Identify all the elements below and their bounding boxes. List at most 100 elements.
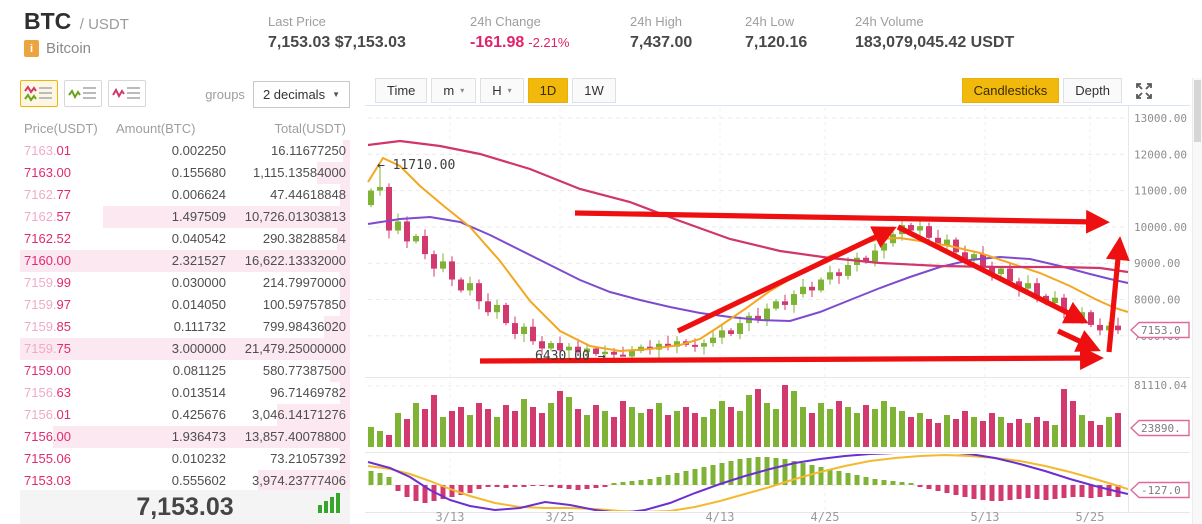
order-book-row[interactable]: 7162.52 0.040542 290.38288584 <box>20 228 350 250</box>
depth-bar <box>53 426 350 448</box>
market-depth-icon <box>318 493 342 518</box>
high-annotation: ← 11710.00 <box>377 158 455 173</box>
amount-cell: 0.006624 <box>171 187 226 202</box>
svg-text:9000.00: 9000.00 <box>1134 257 1180 270</box>
scrollbar-thumb[interactable] <box>1194 80 1201 142</box>
depth-bar <box>340 294 350 316</box>
decimals-dropdown[interactable]: 2 decimals ▼ <box>252 80 350 108</box>
chevron-down-icon: ▼ <box>332 89 340 99</box>
svg-text:-127.0: -127.0 <box>1141 484 1181 497</box>
timeframe-button-1d[interactable]: 1D <box>527 78 569 103</box>
order-book-row[interactable]: 7156.00 1.936473 13,857.40078800 <box>20 426 350 448</box>
amount-cell: 0.013514 <box>171 385 226 400</box>
depth-bar <box>102 206 350 228</box>
price-chart[interactable]: ← 11710.00 6430.00 → 13000.00 12000.00 11000… <box>365 106 1202 524</box>
price-cell: 7163.00 <box>24 165 71 180</box>
depth-bar <box>277 404 350 426</box>
total-cell: 16.11677250 <box>271 143 346 158</box>
price-cell: 7155.06 <box>24 451 71 466</box>
chart-view-buttons: Candlesticks Depth <box>961 78 1154 103</box>
order-book-row[interactable]: 7162.57 1.497509 10,726.01303813 <box>20 206 350 228</box>
view-button-book-buys[interactable] <box>64 80 102 108</box>
order-book-row[interactable]: 7159.99 0.030000 214.79970000 <box>20 272 350 294</box>
svg-text:4/25: 4/25 <box>811 510 840 524</box>
depth-bar <box>340 184 350 206</box>
chart-mode-depth[interactable]: Depth <box>1063 78 1122 103</box>
amount-cell: 0.010232 <box>171 451 226 466</box>
order-book-row[interactable]: 7159.75 3.000000 21,479.25000000 <box>20 338 350 360</box>
order-book-row[interactable]: 7156.63 0.013514 96.71469782 <box>20 382 350 404</box>
total-cell: 10,726.01303813 <box>244 209 346 224</box>
groups-label: groups <box>205 86 245 102</box>
svg-text:13000.00: 13000.00 <box>1134 112 1187 125</box>
view-button-book-sells[interactable] <box>108 80 146 108</box>
order-book-row[interactable]: 7162.77 0.006624 47.44618848 <box>20 184 350 206</box>
stat-label: 24h Low <box>745 14 795 29</box>
svg-text:81110.04: 81110.04 <box>1134 379 1187 392</box>
amount-cell: 0.555602 <box>171 473 226 488</box>
order-book-row[interactable]: 7163.00 0.155680 1,115.13584000 <box>20 162 350 184</box>
depth-bar <box>336 228 350 250</box>
timeframe-button-1w[interactable]: 1W <box>572 78 616 103</box>
stat-value: 7,437.00 <box>630 34 693 51</box>
price-cell: 7159.99 <box>24 275 72 290</box>
column-header: Amount(BTC) <box>116 120 196 136</box>
low-annotation: 6430.00 → <box>535 349 606 364</box>
total-cell: 3,046.14171276 <box>252 407 346 422</box>
stat-label: Last Price <box>268 14 326 29</box>
total-cell: 290.38288584 <box>262 231 346 246</box>
quote-symbol: / USDT <box>79 16 129 33</box>
book-view-buttons <box>20 80 152 108</box>
stat-24h-low: 24h Low 7,120.16 <box>745 14 807 52</box>
ma-purple-line <box>367 215 1129 323</box>
amount-cell: 1.936473 <box>171 429 226 444</box>
depth-bar <box>340 448 350 470</box>
order-book-row[interactable]: 7159.97 0.014050 100.59757850 <box>20 294 350 316</box>
order-book-row[interactable]: 7160.00 2.321527 16,622.13332000 <box>20 250 350 272</box>
fullscreen-icon[interactable] <box>1134 81 1154 101</box>
timeframe-button-m[interactable]: m ▾ <box>431 78 477 103</box>
depth-bar <box>340 272 350 294</box>
order-book-row[interactable]: 7155.06 0.010232 73.21057392 <box>20 448 350 470</box>
price-cell: 7160.00 <box>24 253 71 268</box>
order-book-row[interactable]: 7153.03 0.555602 3,974.23777406 <box>20 470 350 492</box>
svg-text:3/13: 3/13 <box>436 510 465 524</box>
order-book-row[interactable]: 7159.85 0.111732 799.98436020 <box>20 316 350 338</box>
scrollbar[interactable] <box>1192 78 1202 524</box>
price-cell: 7159.00 <box>24 363 71 378</box>
total-cell: 73.21057392 <box>270 451 346 466</box>
price-cell: 7163.01 <box>24 143 72 158</box>
chart-mode-candlesticks[interactable]: Candlesticks <box>961 78 1060 103</box>
amount-cell: 1.497509 <box>171 209 226 224</box>
depth-bar <box>20 250 350 272</box>
timeframe-button-h[interactable]: H ▾ <box>480 78 524 103</box>
order-book-row[interactable]: 7156.01 0.425676 3,046.14171276 <box>20 404 350 426</box>
total-cell: 3,974.23777406 <box>252 473 346 488</box>
total-cell: 100.59757850 <box>262 297 346 312</box>
svg-text:3/25: 3/25 <box>546 510 575 524</box>
last-price-value: 7,153.03 <box>136 492 234 521</box>
amount-cell: 3.000000 <box>171 341 226 356</box>
total-cell: 214.79970000 <box>262 275 346 290</box>
total-cell: 96.71469782 <box>270 385 346 400</box>
svg-text:8000.00: 8000.00 <box>1134 294 1180 307</box>
timeframe-button-time[interactable]: Time <box>375 78 428 103</box>
chart-toolbar: Time m ▾ H ▾ 1D 1W Candlesticks Depth <box>365 78 1190 106</box>
total-cell: 13,857.40078800 <box>244 429 346 444</box>
market-header: BTC / USDT i Bitcoin Last Price 7,153.03 … <box>0 0 1202 72</box>
order-book-header: Price(USDT) Amount(BTC) Total(USDT) <box>20 116 350 140</box>
price-cell: 7162.52 <box>24 231 71 246</box>
view-button-book-both[interactable] <box>20 80 58 108</box>
stat-24h-high: 24h High 7,437.00 <box>630 14 692 52</box>
price-cell: 7156.63 <box>24 385 72 400</box>
stat-value: 7,153.03 $7,153.03 <box>268 34 406 51</box>
price-cell: 7159.97 <box>24 297 72 312</box>
amount-cell: 0.425676 <box>171 407 226 422</box>
stat-label: 24h Volume <box>855 14 924 29</box>
depth-bar <box>330 360 350 382</box>
order-book-row[interactable]: 7163.01 0.002250 16.11677250 <box>20 140 350 162</box>
stat-value: 7,120.16 <box>745 34 808 51</box>
order-book-row[interactable]: 7159.00 0.081125 580.77387500 <box>20 360 350 382</box>
amount-cell: 0.040542 <box>171 231 226 246</box>
